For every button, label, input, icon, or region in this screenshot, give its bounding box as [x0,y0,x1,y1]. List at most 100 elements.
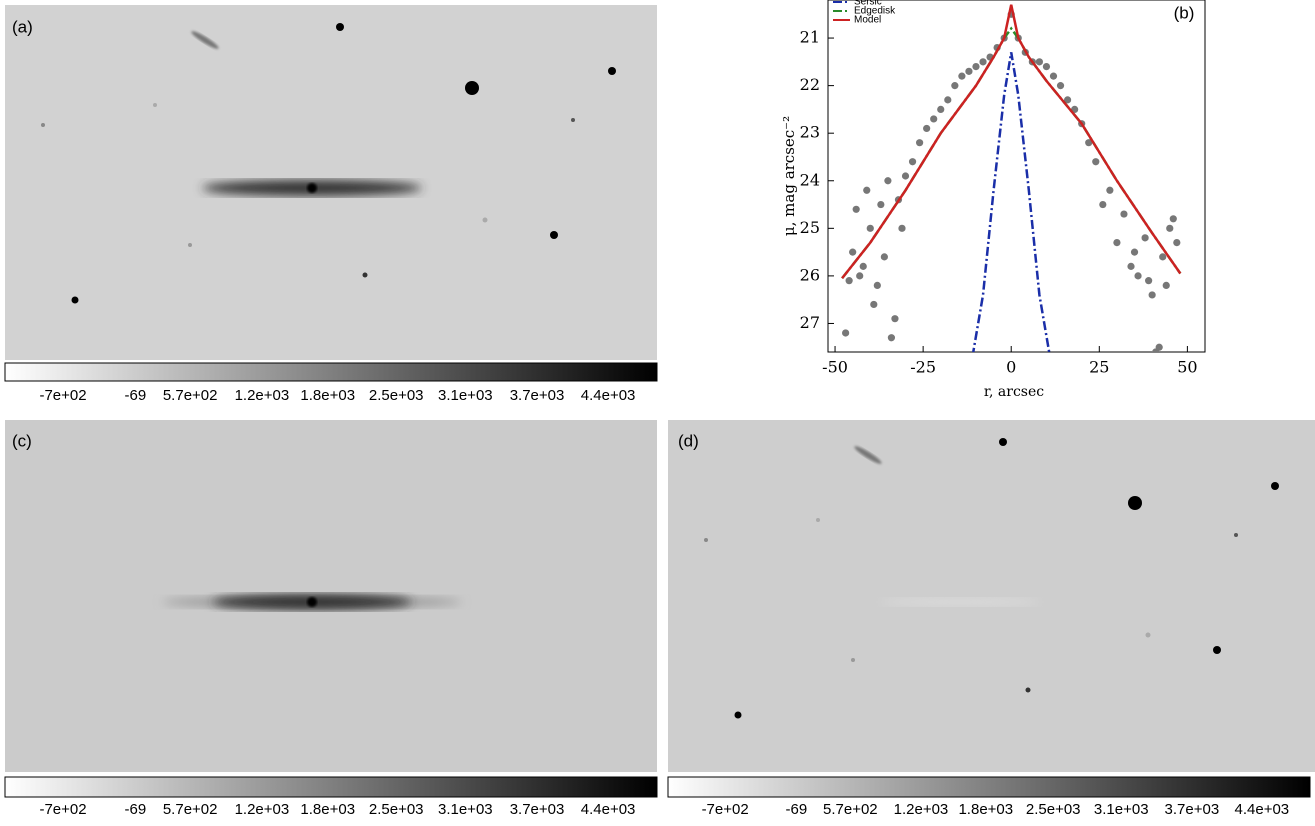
panel-c: (c) [5,420,657,772]
colorbar-tick-label: -69 [786,801,808,818]
colorbar-tick-label: -7e+02 [39,801,86,818]
data-point [1127,262,1135,270]
data-point [1169,215,1177,223]
data-point [891,315,899,323]
data-point [958,72,966,80]
data-point [870,300,878,309]
colorbar-tick-label: -7e+02 [702,801,749,818]
data-point [951,82,959,90]
data-point [916,139,924,147]
legend-label: Sersic [854,0,882,8]
colorbar-tick-label: 5.7e+02 [163,387,218,404]
data-point [1049,72,1058,80]
data-point [1159,253,1167,261]
data-point [845,277,853,285]
colorbar-tick-label: 3.7e+03 [510,801,565,818]
colorbar-tick-label: 1.2e+03 [894,801,949,818]
colorbar-tick-label: -69 [125,801,147,818]
colorbar-tick-label: 3.1e+03 [438,801,493,818]
data-point [908,158,917,166]
galaxy-core [307,183,317,193]
panel-label: (c) [12,431,32,450]
data-point [1085,139,1093,147]
data-point [937,105,945,114]
colorbar-tick-label: 3.1e+03 [1094,801,1149,818]
panel-label: (d) [678,431,699,450]
y-tick-label: 22 [800,75,820,94]
colorbar-tick-label: 1.2e+03 [235,801,290,818]
data-point [1099,200,1107,209]
data-point [1056,82,1065,90]
colorbar-tick-label: 5.7e+02 [163,801,218,818]
data-point [965,67,973,75]
x-tick-label: -25 [910,358,936,377]
colorbar: -7e+02 -69 5.7e+02 1.2e+03 1.8e+03 2.5e+03 3.1… [4,776,658,818]
data-point [979,58,987,66]
y-tick-label: 24 [800,170,820,189]
panel-a: (a) [5,5,657,360]
y-axis-label: μ, mag arcsec⁻² [780,116,798,236]
data-point [1130,248,1139,256]
data-point [842,329,850,337]
data-point [1092,158,1100,166]
data-point [866,224,874,232]
data-point [887,334,896,342]
data-point [1042,62,1051,71]
colorbar-tick-label: 2.5e+03 [369,801,424,818]
colorbar-tick-label: -7e+02 [39,387,86,404]
data-point [852,205,860,213]
data-point [1166,224,1174,232]
series-line [841,4,1182,280]
colorbar-tick-label: -69 [125,387,147,404]
data-point [901,172,910,180]
y-tick-label: 25 [800,218,820,237]
data-point [944,96,952,104]
data-point [873,281,881,290]
data-point [1120,210,1128,218]
data-point [1063,96,1072,104]
colorbar-tick-label: 5.7e+02 [823,801,878,818]
colorbar-tick-label: 1.8e+03 [300,387,355,404]
legend-label: Edgedisk [854,6,896,17]
data-point [923,124,931,133]
data-point [880,253,888,261]
x-axis-label: r, arcsec [984,384,1044,400]
panel-label: (a) [12,17,33,36]
colorbar-tick-label: 1.8e+03 [958,801,1013,818]
y-tick-label: 21 [800,28,820,47]
colorbar-tick-label: 2.5e+03 [1026,801,1081,818]
data-point [1145,277,1153,285]
data-point [1173,238,1181,247]
data-point [859,262,867,270]
x-tick-label: 50 [1177,358,1197,377]
colorbar-tick-label: 4.4e+03 [581,387,636,404]
colorbar-tick-label: 2.5e+03 [369,387,424,404]
x-tick-label: 0 [1006,358,1016,377]
data-point [930,115,938,123]
galaxy-core [307,597,317,607]
data-point [856,272,864,280]
axes-frame [827,0,1206,353]
image [668,420,1315,772]
data-point [1134,272,1142,280]
panel-label: (b) [1174,3,1195,22]
data-point [877,200,885,209]
data-point [1162,281,1170,290]
plot-area [841,4,1182,352]
data-point [1155,343,1163,351]
colorbar: -7e+02 -69 5.7e+02 1.2e+03 1.8e+03 2.5e+03 3.1… [4,362,658,404]
data-point [898,224,906,232]
data-point [1035,58,1044,66]
panel-d: (d) [668,420,1315,772]
data-point [1148,291,1156,299]
colorbar-tick-label: 4.4e+03 [1235,801,1290,818]
data-point [1113,238,1121,247]
residual [880,598,1040,606]
data-point [884,177,892,185]
series-line [972,52,1051,352]
y-tick-label: 27 [800,313,820,332]
colorbar-tick-label: 4.4e+03 [581,801,636,818]
y-tick-label: 23 [800,123,820,142]
